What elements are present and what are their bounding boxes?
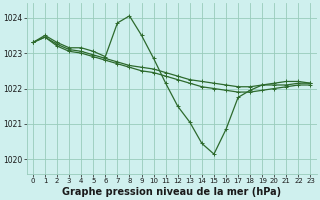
X-axis label: Graphe pression niveau de la mer (hPa): Graphe pression niveau de la mer (hPa) — [62, 187, 281, 197]
